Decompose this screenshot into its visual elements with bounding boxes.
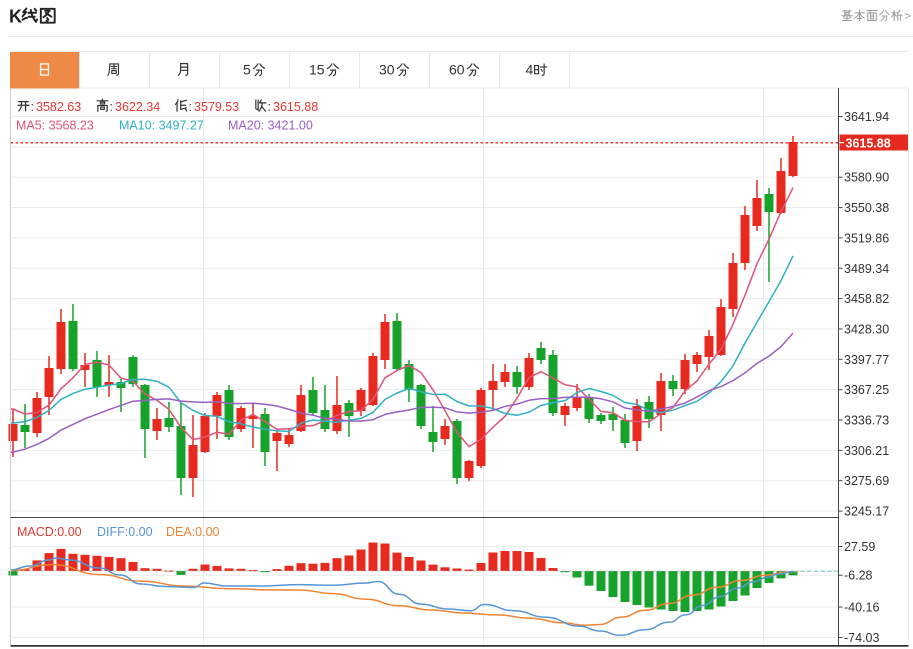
svg-text:3579.53: 3579.53 (194, 100, 239, 114)
svg-text:3428.30: 3428.30 (844, 323, 889, 337)
svg-text:3519.86: 3519.86 (844, 231, 889, 245)
svg-text:15: 15 (309, 62, 325, 78)
svg-text:MA5: 3568.23: MA5: 3568.23 (16, 119, 94, 133)
svg-text:-6.28: -6.28 (844, 569, 873, 583)
svg-text:-40.16: -40.16 (844, 601, 879, 615)
svg-text::: : (268, 100, 271, 114)
svg-text:60: 60 (449, 62, 465, 78)
svg-text:3489.34: 3489.34 (844, 262, 889, 276)
svg-text:MA20: 3421.00: MA20: 3421.00 (228, 119, 313, 133)
svg-text:3580.90: 3580.90 (844, 171, 889, 185)
svg-text:K: K (9, 7, 22, 27)
svg-text:4: 4 (526, 62, 534, 78)
svg-text:3582.63: 3582.63 (36, 100, 81, 114)
svg-text:-74.03: -74.03 (844, 631, 879, 645)
svg-text:MA10: 3497.27: MA10: 3497.27 (119, 119, 204, 133)
svg-text:3275.69: 3275.69 (844, 474, 889, 488)
svg-text:3641.94: 3641.94 (844, 110, 889, 124)
svg-text:3458.82: 3458.82 (844, 292, 889, 306)
svg-text::: : (110, 100, 113, 114)
svg-text:DEA:0.00: DEA:0.00 (166, 525, 220, 539)
svg-text:3615.88: 3615.88 (846, 136, 891, 150)
svg-text:3336.73: 3336.73 (844, 414, 889, 428)
svg-text:3622.34: 3622.34 (115, 100, 160, 114)
svg-text:DIFF:0.00: DIFF:0.00 (97, 525, 153, 539)
svg-text:5: 5 (243, 62, 251, 78)
svg-text::: : (189, 100, 192, 114)
svg-text:3615.88: 3615.88 (273, 100, 318, 114)
svg-text:30: 30 (379, 62, 395, 78)
svg-text:3367.25: 3367.25 (844, 383, 889, 397)
svg-text:MACD:0.00: MACD:0.00 (17, 525, 82, 539)
svg-text:3397.77: 3397.77 (844, 353, 889, 367)
svg-text:3306.21: 3306.21 (844, 444, 889, 458)
svg-text::: : (31, 100, 34, 114)
svg-text:27.59: 27.59 (844, 540, 875, 554)
svg-text:3245.17: 3245.17 (844, 505, 889, 519)
svg-text:3550.38: 3550.38 (844, 201, 889, 215)
svg-text:>: > (905, 11, 911, 23)
